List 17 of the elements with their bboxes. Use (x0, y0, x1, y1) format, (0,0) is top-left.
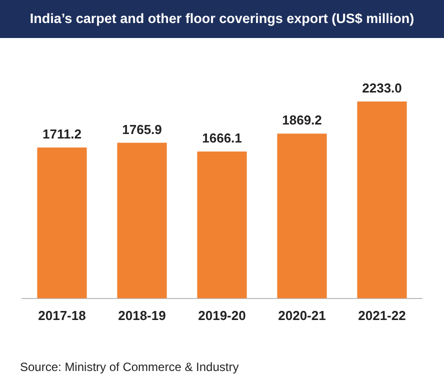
data-label: 1711.2 (42, 126, 82, 142)
bar (357, 102, 407, 298)
x-tick-label: 2021-22 (358, 308, 406, 323)
x-tick-label: 2020-21 (278, 308, 326, 323)
x-tick-label: 2018-19 (118, 308, 166, 323)
bar (117, 142, 167, 298)
bar (277, 134, 327, 298)
data-label: 2233.0 (362, 80, 402, 96)
bar (37, 148, 87, 298)
x-tick-label: 2017-18 (38, 308, 86, 323)
source-note: Source: Ministry of Commerce & Industry (20, 360, 239, 374)
data-label: 1666.1 (202, 130, 242, 146)
data-label: 1869.2 (282, 112, 322, 128)
chart-title: India’s carpet and other floor coverings export (US$ million) (0, 0, 444, 38)
bar (197, 152, 247, 298)
data-label: 1765.9 (122, 122, 162, 137)
x-tick-label: 2019-20 (198, 308, 246, 323)
